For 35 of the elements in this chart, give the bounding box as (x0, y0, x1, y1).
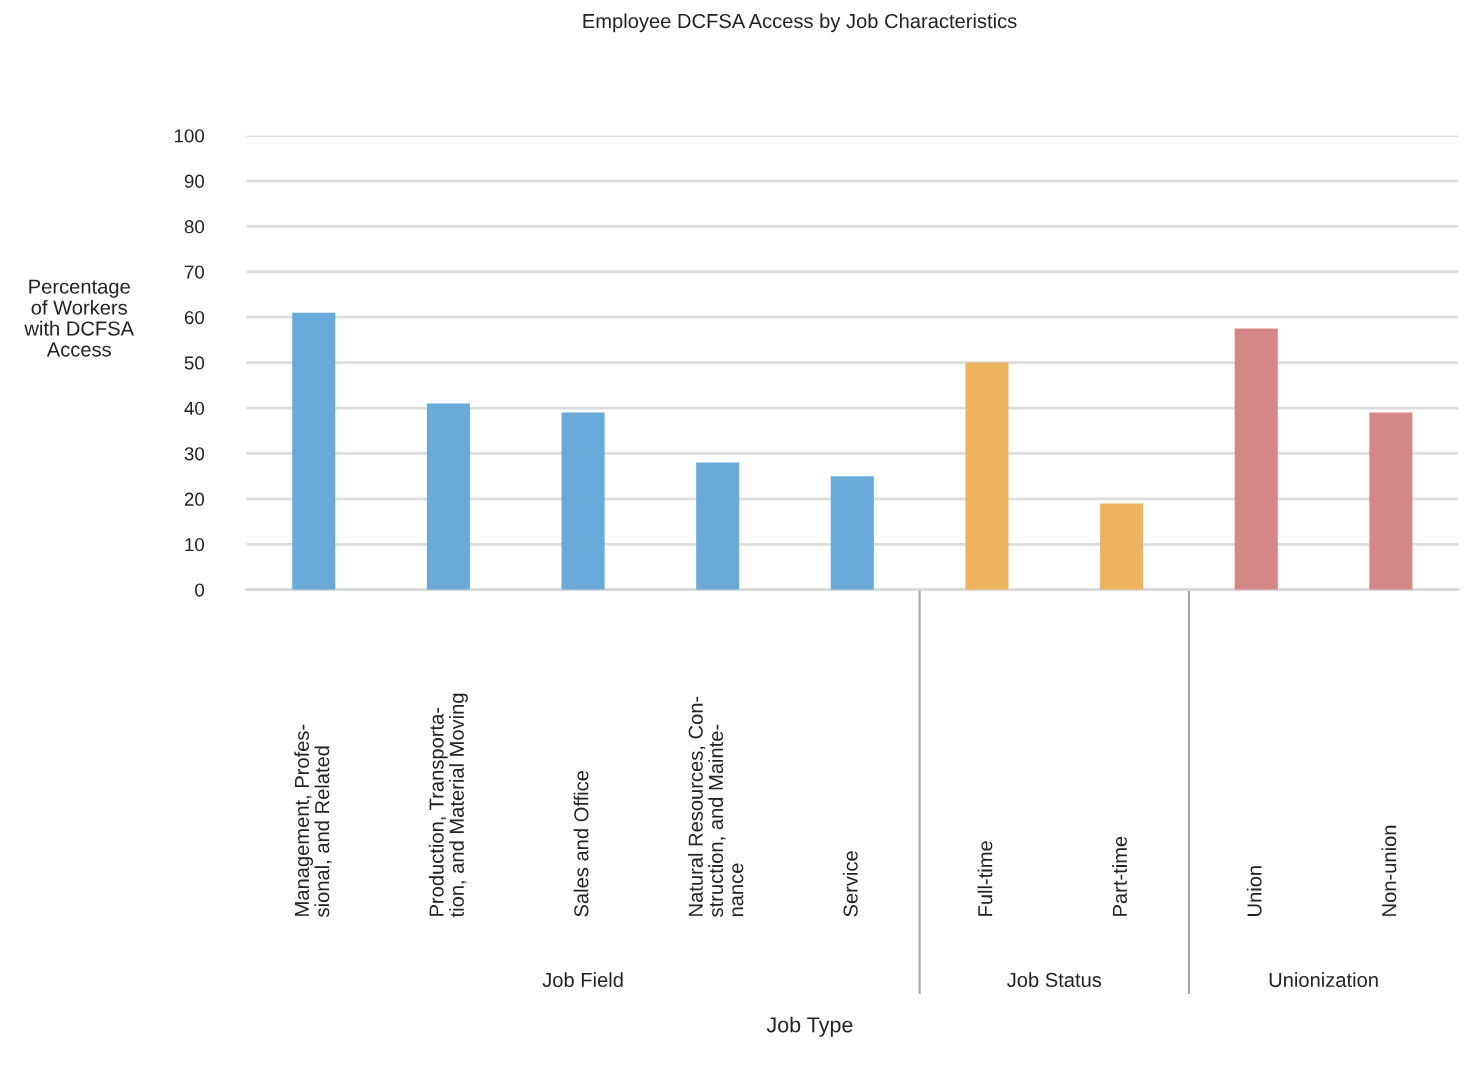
x-tick-label: Management, Profes- sional, and Related (294, 724, 332, 917)
bar (1369, 412, 1413, 590)
bar (830, 476, 874, 590)
x-tick-label: Service (842, 851, 858, 917)
x-tick-label: Production, Transporta- tion, and Material Moving (428, 693, 468, 918)
x-axis-title: Job Type (766, 1016, 853, 1037)
y-tick-label: 80 (184, 220, 205, 234)
x-tick-label: Natural Resources, Con- struction, and Mainte- nance (688, 696, 744, 917)
x-tick-label: Full-time (977, 841, 993, 916)
bar (292, 312, 336, 590)
x-tick-label: Part-time (1112, 836, 1128, 916)
bar (561, 412, 605, 590)
y-tick-label: 10 (185, 537, 205, 552)
x-tick-label: Non-union (1381, 825, 1397, 916)
y-tick-label: 30 (184, 447, 205, 461)
text: Unionization (1269, 972, 1378, 988)
y-axis-title: Percentage of Workers with DCFSA Access (24, 279, 135, 357)
y-tick-label: 90 (184, 174, 205, 188)
y-tick-label: 0 (195, 583, 205, 597)
y-tick-label: 60 (184, 310, 205, 325)
chart-title: Employee DCFSA Access by Job Characteristics (583, 13, 1017, 33)
x-tick-label: Sales and Office (573, 770, 589, 917)
y-tick-label: 40 (184, 401, 205, 415)
bar (696, 462, 740, 590)
y-tick-label: 100 (174, 129, 205, 143)
y-tick-label: 20 (184, 492, 205, 506)
y-tick-label: 70 (184, 265, 205, 279)
bar (1234, 328, 1278, 590)
bar (1100, 503, 1144, 590)
bar (426, 403, 470, 590)
y-tick-label: 50 (184, 356, 205, 370)
text: Job Field (542, 972, 623, 988)
text: Job Status (1007, 972, 1102, 988)
bar (965, 362, 1009, 590)
x-tick-label: Union (1246, 866, 1262, 916)
